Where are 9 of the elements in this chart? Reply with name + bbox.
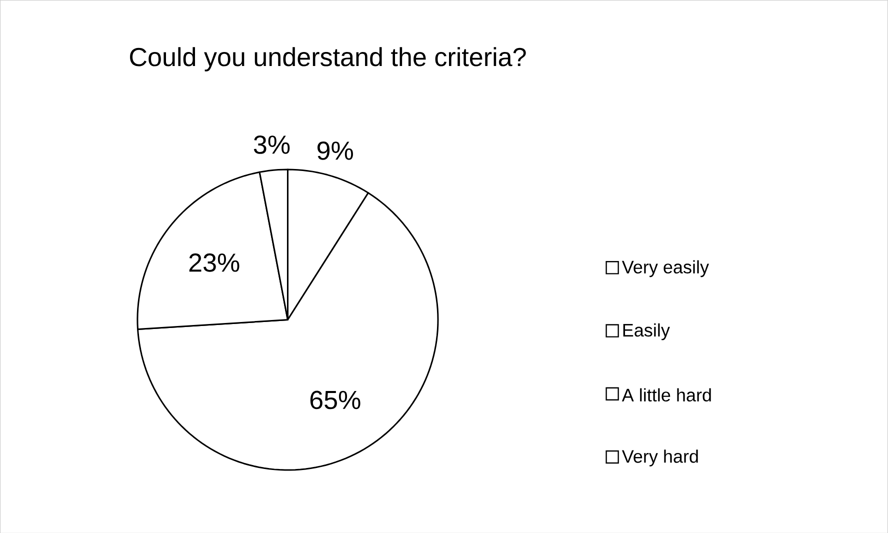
data-label: 23% [189, 253, 240, 272]
data-label: 65% [310, 390, 360, 409]
chart-title: Could you understand the criteria? [130, 46, 526, 72]
legend-label: Easily [623, 323, 670, 340]
legend-label: A little hard [622, 388, 711, 402]
data-label: 9% [318, 141, 353, 160]
legend-label: Very easily [622, 260, 709, 277]
legend-label: Very hard [622, 449, 698, 466]
data-label: 3% [254, 135, 290, 154]
